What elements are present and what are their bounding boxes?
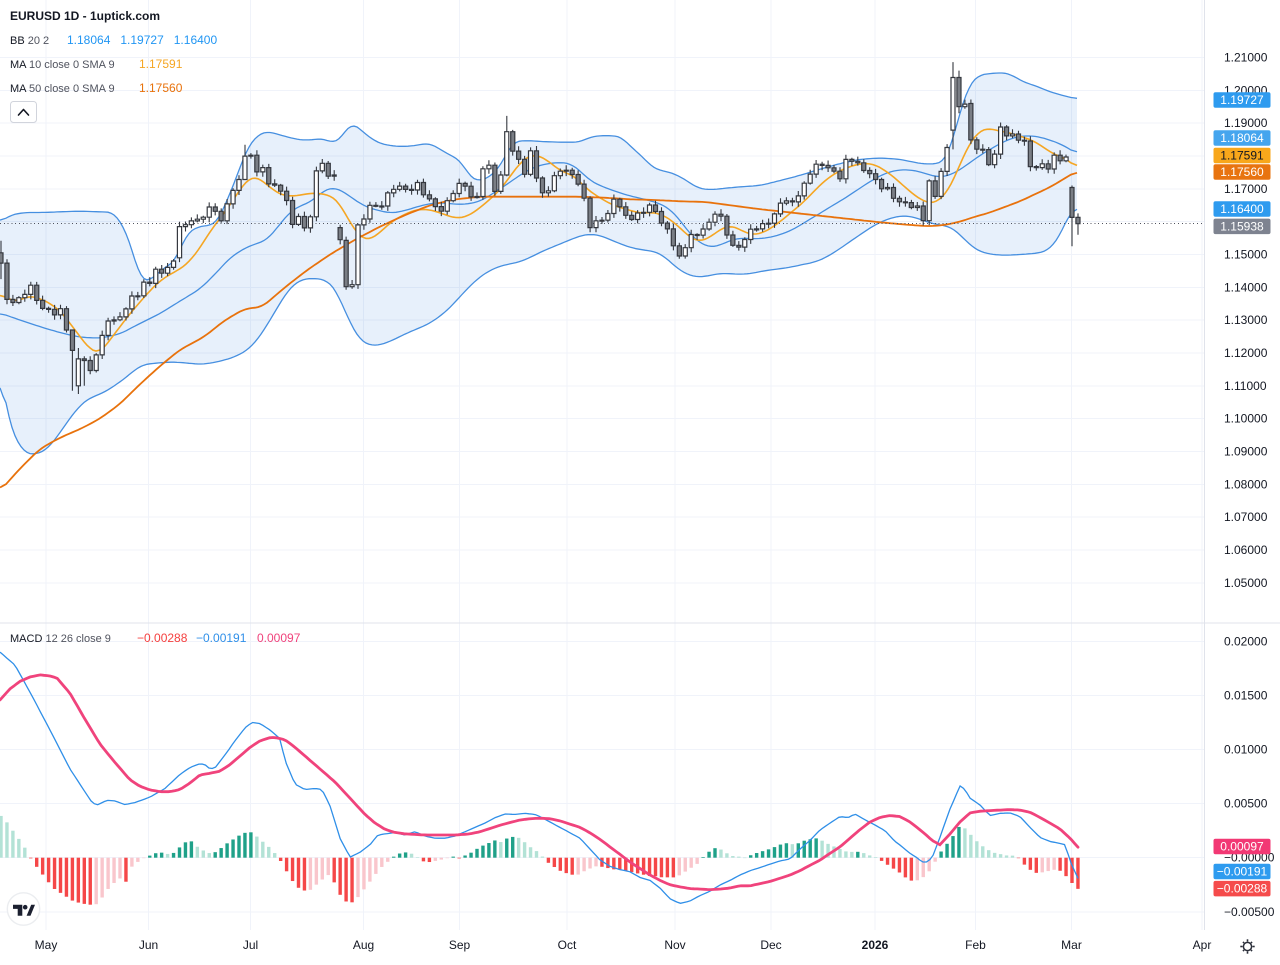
svg-text:1.15938: 1.15938	[1220, 219, 1264, 233]
svg-text:Aug: Aug	[353, 938, 374, 952]
svg-text:1.18064: 1.18064	[1220, 131, 1264, 145]
svg-text:Mar: Mar	[1061, 938, 1082, 952]
svg-text:MA 50 close 0 SMA 91.17560: MA 50 close 0 SMA 9 1.17560	[10, 81, 183, 95]
svg-text:1.13000: 1.13000	[1224, 313, 1268, 327]
svg-text:1.09000: 1.09000	[1224, 445, 1268, 459]
svg-text:1.11000: 1.11000	[1224, 379, 1267, 393]
svg-text:Apr: Apr	[1193, 938, 1212, 952]
svg-text:EURUSD 1D - 1uptick.com: EURUSD 1D - 1uptick.com	[10, 9, 160, 23]
svg-text:1.16400: 1.16400	[1220, 202, 1264, 216]
svg-text:0.01500: 0.01500	[1224, 688, 1268, 702]
svg-text:1.17000: 1.17000	[1224, 182, 1268, 196]
svg-text:0.01000: 0.01000	[1224, 743, 1268, 757]
svg-text:Nov: Nov	[664, 938, 685, 952]
svg-text:Dec: Dec	[760, 938, 781, 952]
svg-text:1.07000: 1.07000	[1224, 510, 1268, 524]
svg-text:MA 10 close 0 SMA 91.17591: MA 10 close 0 SMA 9 1.17591	[10, 57, 183, 71]
svg-text:1.17591: 1.17591	[1220, 149, 1264, 163]
svg-text:0.00500: 0.00500	[1224, 797, 1268, 811]
svg-text:1.05000: 1.05000	[1224, 576, 1268, 590]
svg-text:1.19000: 1.19000	[1224, 116, 1268, 130]
svg-text:Jun: Jun	[139, 938, 158, 952]
svg-text:Jul: Jul	[243, 938, 258, 952]
svg-text:1.06000: 1.06000	[1224, 543, 1268, 557]
svg-text:May: May	[35, 938, 58, 952]
svg-text:1.15000: 1.15000	[1224, 248, 1268, 262]
svg-text:1.17560: 1.17560	[1220, 165, 1264, 179]
svg-text:−0.00288: −0.00288	[1217, 882, 1268, 896]
svg-text:Oct: Oct	[558, 938, 577, 952]
svg-text:Sep: Sep	[449, 938, 471, 952]
svg-text:−0.00500: −0.00500	[1224, 905, 1275, 919]
svg-text:−0.00191: −0.00191	[1217, 865, 1268, 879]
svg-text:BB 20 21.18064 1.19727 1.1: BB 20 2 1.18064 1.19727 1.16400	[10, 33, 217, 47]
svg-text:1.19727: 1.19727	[1220, 93, 1264, 107]
svg-text:1.08000: 1.08000	[1224, 477, 1268, 491]
svg-text:1.12000: 1.12000	[1224, 346, 1268, 360]
svg-text:Feb: Feb	[965, 938, 986, 952]
svg-text:0.02000: 0.02000	[1224, 634, 1268, 648]
svg-text:1.21000: 1.21000	[1224, 51, 1268, 65]
svg-text:1.14000: 1.14000	[1224, 280, 1268, 294]
svg-text:1.10000: 1.10000	[1224, 412, 1268, 426]
svg-text:2026: 2026	[862, 938, 889, 952]
svg-text:0.00097: 0.00097	[1220, 840, 1264, 854]
svg-text:MACD 12 26 close 9−0.00288−0.0: MACD 12 26 close 9 −0.00288 −0.00191 0.0009…	[10, 631, 301, 645]
